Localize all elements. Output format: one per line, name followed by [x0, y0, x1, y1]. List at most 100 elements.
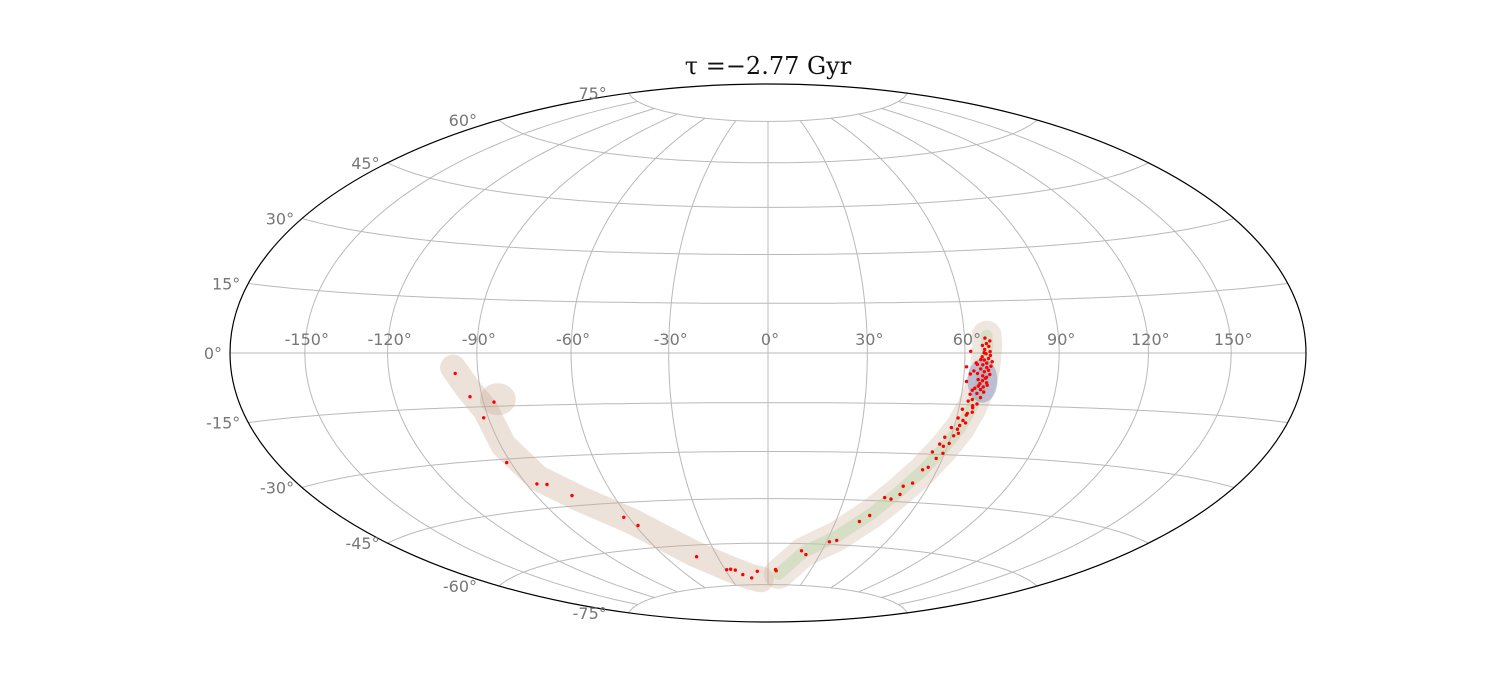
data-point	[898, 492, 902, 497]
parallel-line	[301, 218, 1235, 255]
latitude-tick-label: 15°	[212, 274, 240, 293]
data-point	[889, 497, 893, 501]
parallel-line	[628, 92, 908, 122]
parallel-line	[498, 119, 1038, 164]
data-point	[941, 444, 946, 448]
data-point	[636, 523, 640, 528]
data-point	[986, 356, 991, 361]
data-point	[733, 568, 737, 572]
data-point	[955, 427, 960, 431]
longitude-tick-label: 60°	[953, 330, 981, 349]
data-point	[981, 374, 985, 378]
data-point	[985, 383, 989, 387]
data-point	[982, 390, 986, 394]
parallel-line	[498, 542, 1038, 587]
data-point	[949, 425, 954, 430]
longitude-tick-label: 0°	[761, 330, 779, 349]
data-point	[799, 549, 804, 553]
data-point	[985, 361, 989, 365]
longitude-tick-label: -90°	[462, 330, 496, 349]
data-point	[934, 456, 938, 461]
data-point	[868, 513, 872, 518]
latitude-tick-label: -30°	[260, 479, 294, 498]
data-point	[774, 569, 778, 573]
data-point	[984, 375, 989, 379]
data-point	[978, 387, 983, 392]
data-point	[964, 365, 969, 369]
data-point	[961, 418, 965, 423]
data-point	[982, 351, 986, 355]
data-point	[981, 385, 985, 389]
data-point	[976, 377, 980, 382]
data-point	[938, 442, 942, 446]
data-point	[958, 423, 962, 428]
data-point	[835, 538, 839, 543]
parallel-line	[248, 402, 1288, 424]
data-point	[982, 370, 986, 374]
data-point	[969, 349, 973, 353]
latitude-tick-label: -75°	[573, 604, 607, 623]
data-point	[827, 540, 832, 544]
data-point	[988, 353, 993, 358]
data-point	[755, 569, 759, 573]
data-point	[973, 386, 977, 390]
latitude-tick-label: -15°	[206, 414, 240, 433]
data-point	[965, 411, 969, 416]
halo-band	[440, 354, 774, 593]
data-point	[988, 372, 992, 377]
data-point	[975, 391, 979, 396]
data-point	[947, 441, 951, 446]
data-point	[482, 416, 486, 420]
longitude-tick-label: -30°	[654, 330, 688, 349]
data-point	[535, 482, 539, 486]
longitude-tick-label: 120°	[1131, 330, 1170, 349]
data-point	[986, 368, 991, 372]
latitude-tick-label: 75°	[578, 84, 606, 103]
data-point	[930, 450, 935, 454]
data-point	[926, 465, 930, 469]
data-point	[570, 493, 574, 498]
data-point	[750, 576, 754, 580]
longitude-tick-label: -150°	[285, 330, 329, 349]
graticule-grid	[230, 92, 1306, 614]
data-point	[956, 416, 960, 420]
data-points	[453, 336, 994, 580]
data-point	[964, 379, 969, 384]
data-point	[972, 369, 976, 373]
data-point	[980, 379, 985, 383]
latitude-tick-label: 45°	[351, 154, 379, 173]
data-point	[920, 468, 925, 472]
data-point	[975, 362, 980, 367]
data-point	[975, 402, 979, 406]
parallel-line	[248, 282, 1288, 304]
tick-labels: -150° -120° -90° -60° -30° 0° 30° 60° 90° 120° 150…	[204, 84, 1253, 623]
data-point	[883, 495, 887, 500]
data-point	[990, 360, 994, 364]
data-point	[980, 343, 985, 348]
data-point	[956, 431, 961, 435]
data-point	[976, 384, 980, 388]
data-point	[975, 371, 980, 376]
data-point	[978, 382, 982, 386]
data-point	[729, 567, 733, 571]
latitude-tick-label: 60°	[449, 111, 477, 130]
data-point	[622, 515, 626, 519]
longitude-tick-label: -120°	[367, 330, 411, 349]
latitude-tick-label: -60°	[443, 577, 477, 596]
longitude-tick-label: -60°	[556, 330, 590, 349]
data-point	[963, 421, 968, 425]
latitude-tick-label: 30°	[266, 210, 294, 229]
data-point	[970, 410, 974, 414]
data-point	[741, 572, 745, 577]
data-point	[983, 347, 987, 352]
data-point	[910, 481, 915, 485]
sky-boundary	[229, 83, 1307, 623]
data-point	[952, 434, 956, 438]
data-point	[987, 344, 991, 349]
data-point	[980, 355, 984, 359]
density-layer	[440, 320, 1003, 593]
latitude-tick-label: 0°	[204, 344, 222, 363]
data-point	[694, 555, 699, 559]
data-point	[979, 367, 983, 371]
